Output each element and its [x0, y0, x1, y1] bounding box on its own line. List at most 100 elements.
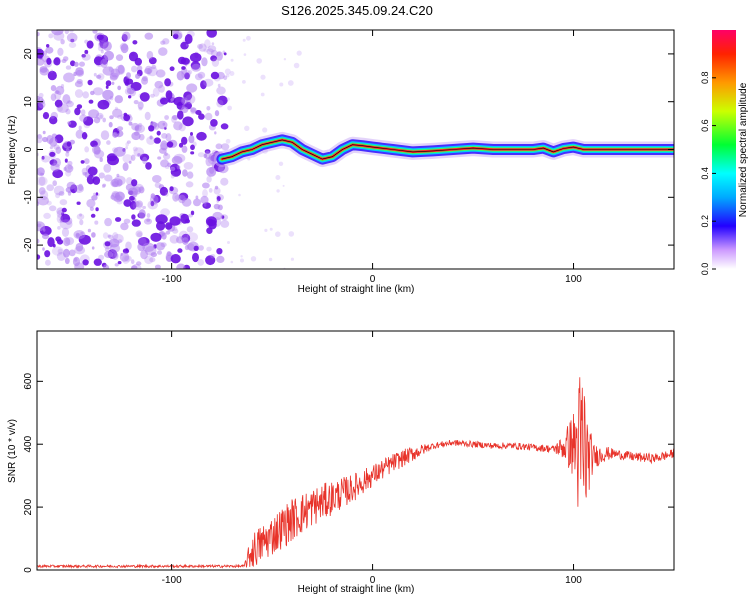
- noise-speckle: [210, 254, 216, 259]
- noise-speckle: [169, 166, 176, 171]
- noise-speckle: [37, 238, 40, 244]
- noise-speckle: [61, 227, 70, 237]
- noise-speckle: [86, 174, 95, 185]
- noise-speckle: [117, 85, 122, 91]
- noise-speckle: [104, 217, 112, 227]
- noise-speckle: [37, 58, 45, 66]
- noise-speckle: [203, 153, 207, 159]
- noise-speckle: [134, 124, 145, 133]
- noise-speckle: [214, 185, 219, 190]
- noise-speckle: [45, 46, 54, 54]
- noise-speckle: [95, 207, 99, 212]
- noise-speckle: [117, 261, 122, 265]
- noise-speckle: [153, 194, 161, 203]
- noise-speckle: [177, 248, 183, 253]
- noise-speckle: [43, 212, 51, 219]
- noise-speckle: [104, 247, 110, 252]
- noise-speckle: [180, 41, 189, 50]
- noise-speckle: [62, 94, 71, 105]
- noise-speckle: [159, 147, 167, 154]
- noise-speckle: [240, 255, 243, 258]
- noise-speckle: [188, 135, 195, 144]
- noise-speckle: [113, 131, 118, 138]
- noise-speckle: [111, 192, 121, 201]
- noise-speckle: [74, 184, 84, 193]
- spectrogram-y-tick-label: 0: [23, 146, 34, 152]
- noise-speckle: [100, 49, 104, 54]
- noise-speckle: [154, 201, 158, 205]
- noise-speckle: [99, 114, 103, 119]
- noise-speckle: [230, 260, 234, 264]
- noise-speckle: [136, 261, 142, 266]
- noise-speckle: [122, 255, 130, 264]
- noise-speckle: [46, 184, 54, 192]
- noise-speckle: [173, 153, 186, 163]
- noise-speckle: [260, 74, 266, 80]
- noise-speckle: [288, 231, 295, 237]
- noise-speckle: [114, 263, 119, 267]
- noise-speckle: [47, 237, 55, 248]
- noise-speckle: [102, 264, 110, 269]
- noise-speckle: [177, 110, 184, 120]
- noise-speckle: [107, 234, 114, 240]
- noise-speckle: [57, 226, 61, 230]
- noise-speckle: [53, 185, 65, 196]
- noise-speckle: [74, 257, 78, 262]
- noise-speckle: [50, 85, 57, 92]
- noise-speckle: [142, 75, 148, 82]
- noise-speckle: [158, 47, 168, 56]
- noise-speckle: [131, 263, 142, 269]
- noise-speckle: [194, 73, 203, 81]
- noise-speckle: [96, 34, 104, 41]
- noise-speckle: [152, 175, 162, 183]
- noise-speckle: [96, 74, 102, 79]
- noise-speckle: [191, 63, 202, 72]
- colorbar-tick-label: 0.8: [700, 72, 710, 85]
- noise-speckle: [45, 259, 51, 266]
- noise-speckle: [51, 30, 64, 36]
- noise-speckle: [122, 162, 129, 171]
- noise-speckle: [220, 123, 229, 130]
- noise-speckle: [43, 50, 48, 56]
- noise-speckle: [51, 246, 64, 256]
- noise-speckle: [131, 219, 141, 227]
- noise-speckle: [158, 85, 165, 93]
- noise-speckle: [37, 254, 41, 260]
- noise-speckle: [283, 58, 287, 61]
- noise-speckle: [180, 57, 190, 65]
- noise-speckle: [111, 252, 119, 260]
- noise-speckle: [134, 131, 140, 136]
- noise-speckle: [62, 56, 69, 62]
- noise-speckle: [144, 65, 153, 75]
- noise-speckle: [109, 115, 114, 120]
- noise-speckle: [128, 160, 132, 164]
- noise-speckle: [50, 162, 60, 172]
- noise-speckle: [89, 206, 94, 211]
- noise-speckle: [80, 231, 84, 235]
- noise-speckle: [116, 173, 120, 178]
- noise-speckle: [290, 257, 294, 261]
- noise-speckle: [146, 218, 151, 222]
- noise-speckle: [52, 169, 64, 179]
- noise-speckle: [97, 45, 104, 52]
- noise-speckle: [84, 146, 90, 153]
- noise-speckle: [66, 100, 74, 108]
- noise-speckle: [172, 226, 178, 231]
- noise-speckle: [217, 204, 223, 211]
- noise-speckle: [37, 176, 48, 186]
- noise-speckle: [160, 40, 166, 45]
- snr-plot-frame: [36, 330, 675, 571]
- noise-speckle: [240, 258, 244, 263]
- noise-speckle: [94, 220, 99, 225]
- spectrogram-y-axis-label: Frequency (Hz): [7, 116, 18, 185]
- noise-speckle: [210, 119, 218, 127]
- noise-speckle: [82, 91, 89, 99]
- spectrogram-x-axis-label: Height of straight line (km): [298, 284, 415, 295]
- noise-speckle: [44, 250, 51, 258]
- noise-speckle: [115, 217, 122, 222]
- noise-speckle: [202, 189, 208, 198]
- spectral-ridge-layer: [213, 131, 674, 168]
- noise-speckle: [206, 30, 217, 38]
- noise-speckle: [126, 177, 133, 185]
- noise-speckle: [38, 92, 44, 98]
